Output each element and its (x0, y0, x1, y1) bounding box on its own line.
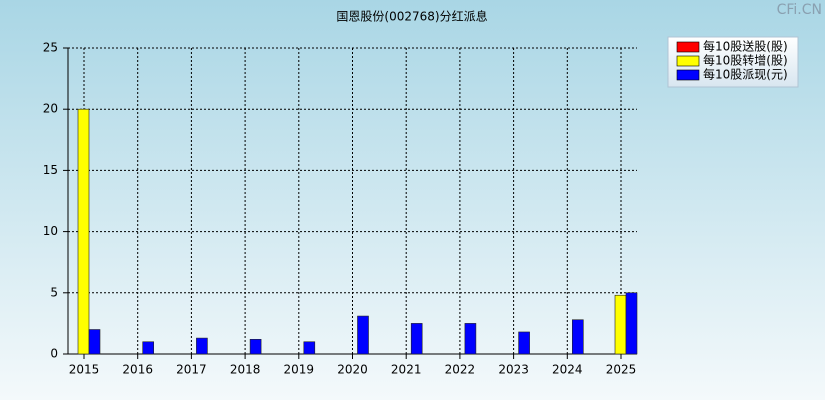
bar (196, 337, 208, 355)
bar (357, 315, 369, 355)
y-tick-label: 5 (50, 285, 58, 299)
legend-label: 每10股派现(元) (703, 67, 788, 82)
x-tick-label: 2025 (606, 363, 637, 377)
y-tick-label: 25 (43, 41, 58, 55)
bar (142, 341, 154, 355)
bar (303, 341, 316, 355)
bar (410, 323, 423, 355)
y-tick-label: 20 (43, 102, 58, 116)
x-tick-label: 2015 (69, 363, 100, 377)
legend-swatch (676, 55, 700, 67)
x-tick-label: 2016 (122, 363, 153, 377)
legend-label: 每10股转增(股) (703, 53, 788, 68)
bar (77, 108, 90, 355)
bar (464, 323, 477, 355)
watermark: CFi.CN (777, 2, 822, 18)
legend-swatch (676, 41, 700, 53)
legend-label: 每10股送股(股) (703, 39, 788, 54)
x-tick-label: 2023 (498, 363, 529, 377)
bar (614, 294, 627, 355)
bar (571, 319, 584, 355)
y-tick-label: 15 (43, 163, 58, 177)
bar (518, 331, 530, 355)
chart-title: 国恩股份(002768)分红派息 (336, 9, 487, 24)
x-tick-label: 2020 (337, 363, 368, 377)
bar (625, 292, 638, 355)
y-tick-label: 0 (50, 347, 58, 361)
bar (249, 339, 262, 355)
legend-swatch (676, 69, 700, 81)
y-tick-label: 10 (43, 224, 58, 238)
x-tick-label: 2021 (391, 363, 422, 377)
x-tick-label: 2017 (176, 363, 207, 377)
x-tick-label: 2024 (552, 363, 583, 377)
x-tick-label: 2019 (284, 363, 315, 377)
x-tick-label: 2022 (445, 363, 476, 377)
x-tick-label: 2018 (230, 363, 261, 377)
bar (88, 329, 101, 355)
